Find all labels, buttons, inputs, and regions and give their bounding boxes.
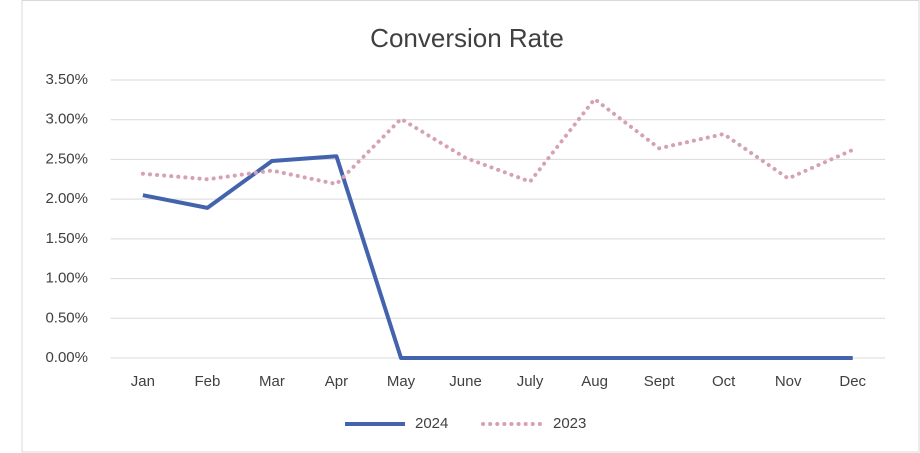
x-tick-label: May — [387, 373, 416, 390]
legend-label: 2023 — [553, 415, 586, 432]
x-tick-label: Aug — [581, 373, 608, 390]
x-tick-label: Sept — [644, 373, 676, 390]
y-tick-label: 0.00% — [45, 349, 88, 366]
x-tick-label: Oct — [712, 373, 736, 390]
x-tick-label: Dec — [839, 373, 866, 390]
line-series — [142, 154, 853, 360]
y-tick-label: 3.00% — [45, 111, 88, 128]
x-tick-label: Nov — [775, 373, 802, 390]
chart-frame — [21, 0, 920, 453]
x-tick-label: June — [449, 373, 482, 390]
y-tick-label: 0.50% — [45, 309, 88, 326]
x-tick-label: Apr — [325, 373, 348, 390]
x-tick-label: Jan — [131, 373, 155, 390]
y-tick-label: 2.50% — [45, 150, 88, 167]
legend-label: 2024 — [415, 415, 448, 432]
chart-title: Conversion Rate — [370, 23, 564, 53]
y-tick-label: 2.00% — [45, 190, 88, 207]
y-tick-label: 1.00% — [45, 270, 88, 287]
x-tick-label: Feb — [194, 373, 220, 390]
line-series — [140, 96, 855, 187]
x-tick-label: July — [517, 373, 544, 390]
x-tick-label: Mar — [259, 373, 285, 390]
y-tick-label: 3.50% — [45, 71, 88, 88]
y-tick-label: 1.50% — [45, 230, 88, 247]
